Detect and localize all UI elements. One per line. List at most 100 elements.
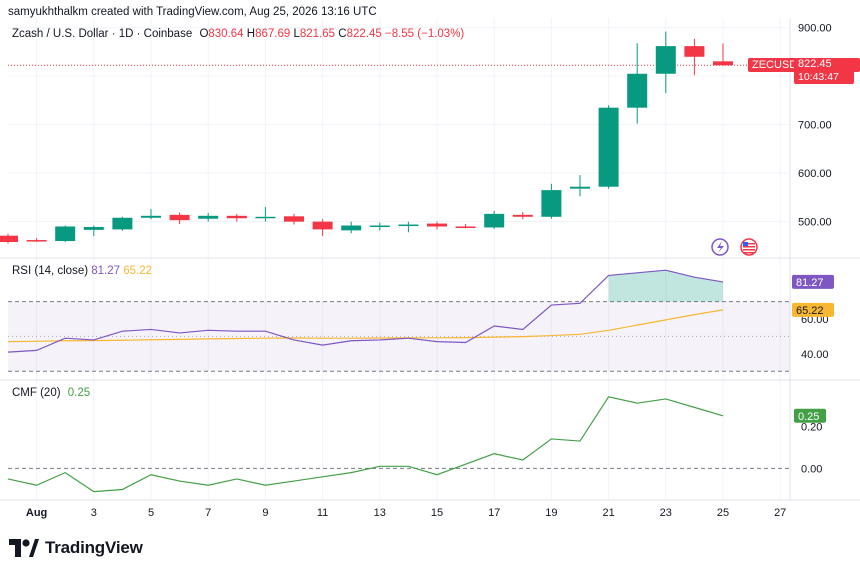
candle-body [655, 46, 676, 74]
candle [398, 221, 419, 233]
rsi-legend: RSI (14, close) 81.27 65.22 [12, 265, 152, 277]
candle-body [627, 73, 648, 108]
time-tick-label: 23 [660, 507, 672, 519]
candle-body [284, 216, 304, 222]
rsi-overbought-fill [608, 270, 723, 302]
close-value: 822.45 [346, 28, 382, 40]
cmf-legend: CMF (20) 0.25 [12, 387, 90, 399]
open-label: O [199, 28, 209, 40]
time-tick-label: 13 [374, 507, 386, 519]
candle-body [55, 226, 76, 242]
price-tick-label: 600.00 [798, 168, 832, 180]
rsi-ma-line [7, 309, 724, 343]
candle-body [541, 190, 562, 217]
candle-body [598, 107, 619, 187]
candle [484, 210, 505, 229]
candle [112, 216, 133, 231]
time-tick-label: 15 [431, 507, 443, 519]
rsi-tick-label: 40.00 [801, 349, 829, 361]
candle [169, 212, 190, 225]
rsi-ma-legend-value: 65.22 [123, 265, 153, 277]
last-price-value: 822.45 [798, 58, 832, 71]
candle [255, 207, 276, 222]
candle [198, 212, 219, 222]
candle-body [512, 214, 533, 217]
created-by-header: samyukhthalkm created with TradingView.c… [8, 6, 377, 18]
svg-text:65.22: 65.22 [796, 305, 824, 317]
candle-body [26, 240, 47, 242]
candle-body [312, 221, 333, 230]
rsi-legend-value: 81.27 [91, 265, 121, 277]
candle-body [141, 215, 161, 218]
candle [598, 105, 619, 189]
candle [141, 209, 161, 220]
candle-body [169, 214, 190, 221]
time-tick-label: 19 [545, 507, 557, 519]
last-price-badge: 822.45 10:43:47 [794, 58, 854, 85]
low-value: 821.65 [299, 28, 336, 40]
candle [655, 31, 676, 94]
candle-body [255, 216, 276, 219]
candle [512, 211, 533, 220]
candle [83, 225, 104, 237]
time-tick-label: 11 [317, 507, 328, 519]
candle [369, 222, 390, 231]
close-label: C [338, 28, 347, 40]
candle [627, 43, 648, 124]
candle-body [570, 186, 590, 189]
candle-body [198, 215, 219, 219]
candle [713, 43, 733, 66]
rsi-label[interactable]: RSI (14, close) [12, 265, 89, 277]
candle [684, 38, 705, 76]
rsi-ma-value-badge: 65.22 [792, 302, 834, 317]
candle [284, 213, 304, 225]
svg-text:81.27: 81.27 [796, 277, 824, 289]
candle-body [83, 226, 104, 230]
candle-body [398, 224, 419, 227]
candle [570, 175, 590, 197]
candle-body [484, 213, 505, 228]
candle-body [684, 46, 705, 57]
flash-event-icon [711, 238, 729, 256]
candle [341, 221, 362, 234]
candle-body [341, 225, 362, 231]
rsi-band [8, 301, 790, 372]
symbol-label[interactable]: Zcash / U.S. Dollar · 1D · Coinbase [12, 28, 193, 40]
candle [55, 225, 76, 242]
candle [26, 238, 47, 242]
time-tick-label: 9 [262, 507, 268, 519]
open-value: 830.64 [208, 28, 244, 40]
price-tick-label: 900.00 [798, 23, 832, 35]
svg-text:0.25: 0.25 [798, 411, 819, 423]
cmf-label[interactable]: CMF (20) [12, 387, 61, 399]
candle [455, 224, 476, 229]
bar-countdown: 10:43:47 [798, 71, 839, 84]
rsi-value-badge: 81.27 [792, 274, 834, 289]
high-value: 867.69 [255, 28, 291, 40]
rsi-tick-label: 60.00 [801, 314, 829, 326]
candle-body [0, 235, 18, 242]
low-label: L [293, 28, 300, 40]
tradingview-logo[interactable]: TradingView [9, 538, 143, 558]
high-label: H [246, 28, 256, 40]
time-tick-label: 21 [602, 507, 614, 519]
candle [312, 219, 333, 237]
price-tick-label: 500.00 [798, 217, 832, 229]
candle [427, 221, 447, 230]
candle [541, 183, 562, 219]
change-value: −8.55 (−1.03%) [384, 28, 465, 40]
candle-body [112, 217, 133, 230]
us-flag-event-icon [740, 238, 758, 256]
price-tick-label: 700.00 [798, 120, 832, 132]
tradingview-logo-text: TradingView [45, 538, 143, 557]
cmf-line [7, 396, 724, 493]
candle [0, 233, 18, 244]
candle-body [427, 223, 447, 227]
candle [226, 213, 247, 222]
main-legend: Zcash / U.S. Dollar · 1D · Coinbase O830… [12, 28, 464, 40]
cmf-value-badge: 0.25 [794, 408, 826, 423]
time-tick-label: 7 [205, 507, 211, 519]
cmf-legend-value: 0.25 [67, 387, 91, 399]
candle-body [455, 226, 476, 228]
